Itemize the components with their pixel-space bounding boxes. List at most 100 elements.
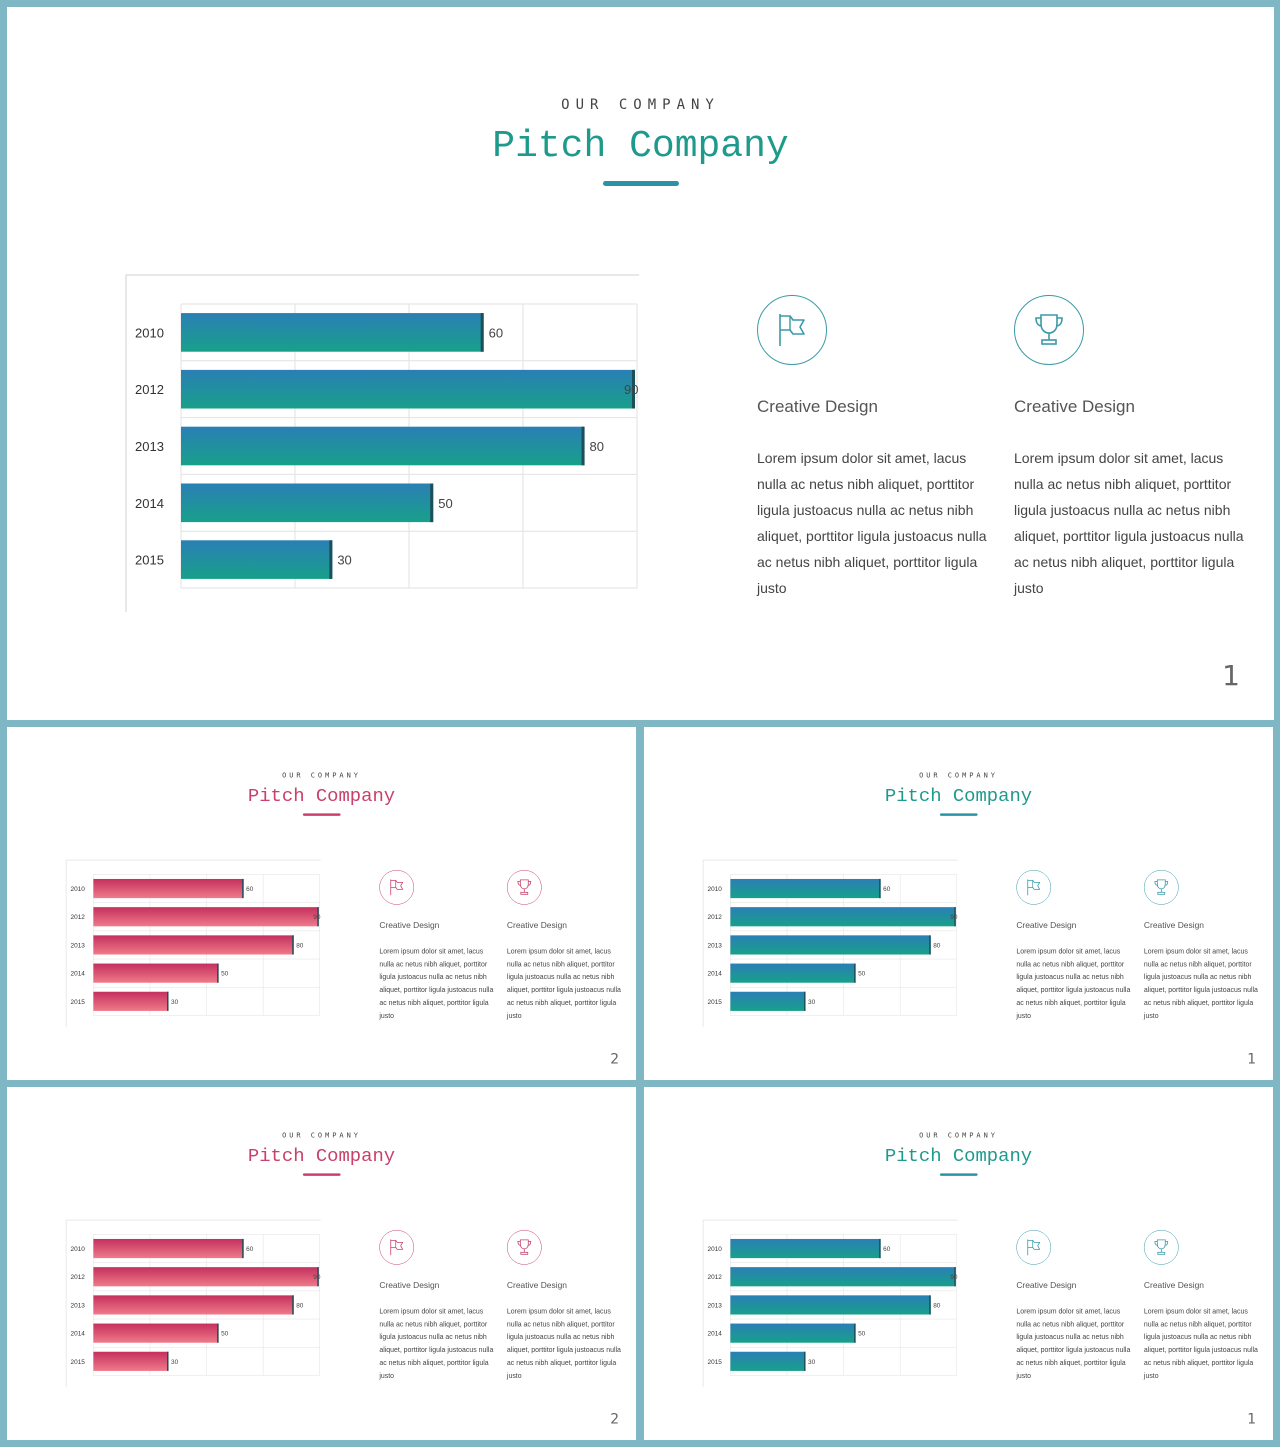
value-label: 50 xyxy=(858,1331,866,1338)
page-number: 2 xyxy=(610,1050,620,1068)
feature-body: Lorem ipsum dolor sit amet, lacus nulla … xyxy=(379,946,494,1020)
chart-frame xyxy=(65,859,321,1028)
bar-2010 xyxy=(93,878,244,899)
bar-end-cap xyxy=(804,991,806,1011)
bar-2015 xyxy=(181,540,333,579)
feature-body: Lorem ipsum dolor sit amet, lacus nulla … xyxy=(1016,946,1131,1020)
feature-body: Lorem ipsum dolor sit amet, lacus nulla … xyxy=(757,450,987,596)
bar-end-cap xyxy=(430,483,434,523)
eyebrow-text: OUR COMPANY xyxy=(282,1131,361,1140)
category-label: 2010 xyxy=(71,886,86,893)
page-number: 1 xyxy=(1247,1050,1257,1068)
trophy-icon xyxy=(517,879,532,895)
category-label: 2012 xyxy=(135,382,164,397)
bar-end-cap xyxy=(879,878,881,899)
bar-end-cap xyxy=(632,369,635,409)
bar-end-cap xyxy=(292,1295,294,1315)
bar-2013 xyxy=(730,1295,931,1315)
title-underline xyxy=(302,1173,341,1176)
category-label: 2010 xyxy=(135,325,164,340)
slide-content: OUR COMPANY Pitch Company 2010 60 2012 90 2013… xyxy=(644,1087,1273,1440)
category-label: 2014 xyxy=(71,971,86,978)
value-label: 60 xyxy=(489,325,503,340)
icon-circle xyxy=(1143,869,1179,905)
icon-circle xyxy=(1014,295,1084,365)
value-label: 80 xyxy=(590,439,604,454)
bar-end-cap xyxy=(854,963,856,983)
icon-circle xyxy=(379,1229,415,1265)
chart-container: 2010 60 2012 90 2013 80 2014 50 2015 30 xyxy=(702,1219,958,1388)
feature-body: Lorem ipsum dolor sit amet, lacus nulla … xyxy=(1014,450,1244,596)
feature-body: Lorem ipsum dolor sit amet, lacus nulla … xyxy=(1143,946,1258,1020)
bar-end-cap xyxy=(929,1295,931,1315)
category-label: 2012 xyxy=(708,914,723,921)
bar-2013 xyxy=(181,426,585,466)
feature-body: Lorem ipsum dolor sit amet, lacus nulla … xyxy=(506,946,621,1020)
feature-block: Creative Design Lorem ipsum dolor sit ame… xyxy=(1016,1229,1135,1382)
slide-2[interactable]: OUR COMPANY Pitch Company 2010 60 2012 90 2013… xyxy=(7,727,636,1080)
slide-title: Pitch Company xyxy=(247,1145,396,1167)
bar-2013 xyxy=(93,935,294,955)
category-label: 2015 xyxy=(708,1359,723,1366)
feature-block: Creative Design Lorem ipsum dolor sit ame… xyxy=(1014,295,1254,601)
category-label: 2014 xyxy=(135,496,164,511)
eyebrow-text: OUR COMPANY xyxy=(282,771,361,780)
bar-end-cap xyxy=(317,1267,319,1287)
value-label: 80 xyxy=(296,1302,304,1309)
value-label: 90 xyxy=(313,1274,320,1281)
bar-end-cap xyxy=(804,1351,806,1371)
bar-chart: 2010 60 2012 90 2013 80 2014 50 2015 30 xyxy=(65,859,321,1028)
category-label: 2010 xyxy=(708,886,723,893)
category-label: 2012 xyxy=(708,1274,723,1281)
slide-content: OUR COMPANY Pitch Company 2010 60 2012 90 2013… xyxy=(7,727,636,1080)
bar-2012 xyxy=(730,1267,956,1287)
slide-1[interactable]: OUR COMPANY Pitch Company 2010 60 2012 90 2013… xyxy=(7,7,1274,720)
bar-end-cap xyxy=(854,1323,856,1343)
feature-body: Lorem ipsum dolor sit amet, lacus nulla … xyxy=(1016,1306,1131,1380)
bar-end-cap xyxy=(217,1323,219,1343)
bar-end-cap xyxy=(292,935,294,955)
feature-body: Lorem ipsum dolor sit amet, lacus nulla … xyxy=(1143,1306,1258,1380)
title-underline xyxy=(939,1173,978,1176)
bar-2014 xyxy=(93,963,219,983)
slide-title: Pitch Company xyxy=(884,1145,1033,1167)
bar-chart: 2010 60 2012 90 2013 80 2014 50 2015 30 xyxy=(702,1219,958,1388)
bar-2010 xyxy=(93,1238,244,1259)
flag-icon xyxy=(779,314,805,346)
value-label: 80 xyxy=(296,942,304,949)
page-number: 1 xyxy=(1222,659,1240,692)
category-label: 2014 xyxy=(71,1331,86,1338)
feature-title: Creative Design xyxy=(506,1280,567,1291)
title-underline xyxy=(302,813,341,816)
bar-2015 xyxy=(93,1351,169,1371)
icon-circle xyxy=(506,1229,542,1265)
category-label: 2014 xyxy=(708,1331,723,1338)
value-label: 30 xyxy=(808,999,816,1006)
slide-5[interactable]: OUR COMPANY Pitch Company 2010 60 2012 90 2013… xyxy=(644,1087,1273,1440)
value-label: 60 xyxy=(246,1246,254,1253)
value-label: 90 xyxy=(624,382,638,397)
bar-2012 xyxy=(93,907,319,927)
value-label: 60 xyxy=(246,886,254,893)
feature-block: Creative Design Lorem ipsum dolor sit ame… xyxy=(1143,1229,1263,1382)
icon-circle xyxy=(379,869,415,905)
feature-block: Creative Design Lorem ipsum dolor sit ame… xyxy=(757,295,997,601)
category-label: 2015 xyxy=(135,553,164,568)
feature-block: Creative Design Lorem ipsum dolor sit ame… xyxy=(506,869,626,1022)
chart-container: 2010 60 2012 90 2013 80 2014 50 2015 30 xyxy=(65,1219,321,1388)
title-underline xyxy=(603,181,679,186)
chart-container: 2010 60 2012 90 2013 80 2014 50 2015 30 xyxy=(125,274,639,612)
category-label: 2013 xyxy=(708,942,723,949)
bar-end-cap xyxy=(329,540,333,579)
feature-block: Creative Design Lorem ipsum dolor sit ame… xyxy=(1016,869,1135,1022)
slide-4[interactable]: OUR COMPANY Pitch Company 2010 60 2012 90 2013… xyxy=(7,1087,636,1440)
bar-2012 xyxy=(181,369,635,409)
chart-frame xyxy=(702,1219,958,1388)
feature-body: Lorem ipsum dolor sit amet, lacus nulla … xyxy=(379,1306,494,1380)
chart-frame xyxy=(702,859,958,1028)
value-label: 80 xyxy=(933,942,941,949)
bar-chart: 2010 60 2012 90 2013 80 2014 50 2015 30 xyxy=(65,1219,321,1388)
eyebrow-text: OUR COMPANY xyxy=(919,771,998,780)
slide-3[interactable]: OUR COMPANY Pitch Company 2010 60 2012 90 2013… xyxy=(644,727,1273,1080)
category-label: 2014 xyxy=(708,971,723,978)
